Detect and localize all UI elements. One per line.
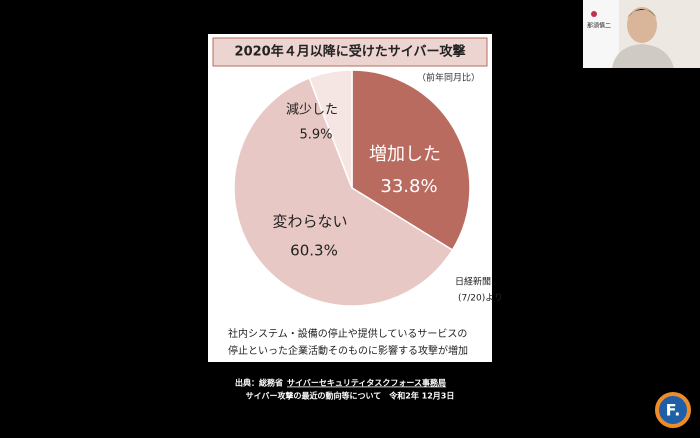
title-bar bbox=[212, 37, 488, 67]
slice-label: 変わらない bbox=[272, 213, 347, 231]
pie-slice bbox=[233, 77, 454, 307]
pie-slice bbox=[308, 69, 353, 189]
footnote: 停止といった企業活動そのものに影響する攻撃が増加 bbox=[228, 344, 468, 357]
source-org: サイバーセキュリティタスクフォース事務局 bbox=[287, 378, 446, 388]
footnote: 社内システム・設備の停止や提供しているサービスの bbox=[228, 327, 467, 340]
logo bbox=[655, 392, 691, 428]
source-label: 出典：総務省 bbox=[235, 378, 283, 388]
chart-subtitle: （前年同月比） bbox=[417, 72, 480, 84]
webcam-name: 那須慎二 bbox=[587, 22, 611, 30]
pie-slice bbox=[351, 69, 471, 252]
annotation: 日経新聞 bbox=[455, 276, 491, 288]
pie: 増加した 33.8% 変わらない 60.3% 減少した 5.9% bbox=[233, 69, 471, 307]
logo-text: F. bbox=[666, 401, 681, 420]
slice-label: 減少した bbox=[286, 102, 338, 118]
source-doc: サイバー攻撃の最近の動向等について 令和2年 12月3日 bbox=[246, 391, 455, 401]
chart-title: 2020年４月以降に受けたサイバー攻撃 bbox=[235, 44, 466, 60]
annotation: (7/20)より bbox=[458, 293, 503, 304]
slice-value-label: 33.8% bbox=[380, 176, 437, 197]
webcam: 那須慎二 bbox=[583, 0, 700, 68]
slice-value-label: 5.9% bbox=[299, 128, 332, 143]
slice-label: 増加した bbox=[369, 144, 441, 165]
slice-value-label: 60.3% bbox=[290, 242, 338, 260]
